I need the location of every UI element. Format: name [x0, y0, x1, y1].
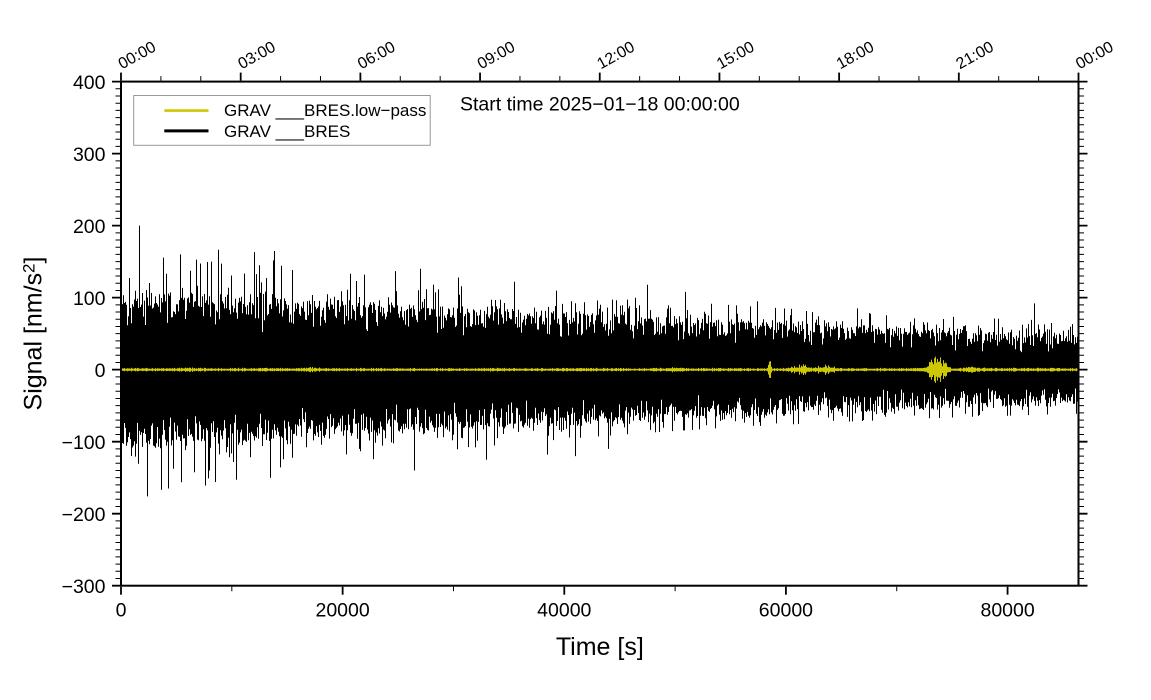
svg-text:GRAV ___BRES.low−pass: GRAV ___BRES.low−pass — [224, 101, 426, 120]
svg-text:−100: −100 — [62, 432, 106, 454]
svg-text:0: 0 — [95, 360, 106, 382]
svg-text:400: 400 — [73, 72, 106, 94]
svg-text:20000: 20000 — [315, 599, 369, 621]
svg-text:Time [s]: Time [s] — [556, 633, 644, 661]
svg-text:0: 0 — [116, 599, 127, 621]
svg-text:GRAV ___BRES: GRAV ___BRES — [224, 122, 350, 141]
svg-text:80000: 80000 — [980, 599, 1034, 621]
svg-text:−200: −200 — [62, 504, 106, 526]
svg-text:100: 100 — [73, 288, 106, 310]
svg-text:Signal [nm/s2]: Signal [nm/s2] — [20, 257, 48, 411]
svg-text:40000: 40000 — [537, 599, 591, 621]
svg-text:300: 300 — [73, 144, 106, 166]
svg-text:60000: 60000 — [759, 599, 813, 621]
svg-text:−300: −300 — [62, 576, 106, 598]
svg-text:200: 200 — [73, 216, 106, 238]
svg-text:Start time 2025−01−18 00:00:00: Start time 2025−01−18 00:00:00 — [460, 94, 740, 116]
